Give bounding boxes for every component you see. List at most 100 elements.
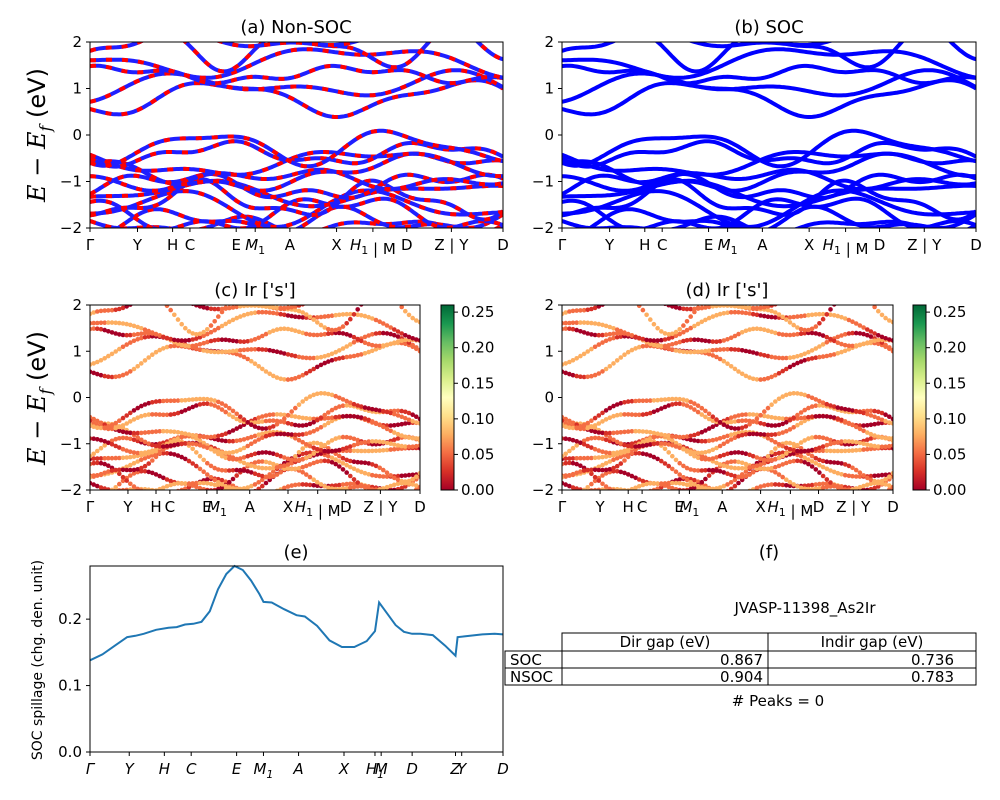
band-point [629,333,635,338]
band-point [729,494,734,499]
band-point [633,334,638,340]
band-point [743,465,749,471]
band-point [857,474,863,479]
band-point [340,461,346,466]
band-point [872,421,877,427]
band-point [311,445,317,451]
band-point [399,494,404,499]
band-point [256,494,261,499]
band-point [373,331,379,336]
band-point [242,490,247,495]
band-point [828,414,833,420]
band-point [91,420,96,426]
band-point [574,295,579,300]
table-col-indir-gap: Indir gap (eV) [821,633,924,651]
band-point [802,392,807,398]
band-point [784,392,789,398]
band-point [604,298,609,303]
band-point [717,436,723,441]
band-point [655,486,660,490]
band-point [574,486,579,490]
band-point [340,312,346,317]
band-point [197,347,203,353]
band-point [241,354,247,360]
band-point [417,319,420,325]
band-point [282,485,287,490]
band-point [113,331,118,336]
band-point [355,312,361,318]
band-point [333,327,339,333]
band-point [399,421,405,427]
band-point [868,334,874,339]
band-point [234,438,239,444]
band-point [728,305,734,309]
band-point [842,419,848,424]
band-point [861,423,866,428]
band-point [629,347,635,353]
band-point [212,306,217,312]
band-point [644,452,649,457]
band-point [150,453,155,458]
band-point [410,435,416,441]
table-col-dir-gap: Dir gap (eV) [620,633,711,651]
band-point [699,412,705,417]
band-point [252,451,258,457]
band-point [765,307,771,313]
band-point [260,419,265,424]
band-point [732,473,738,479]
band-point [296,423,302,428]
band-point [333,436,339,441]
band-point [596,487,602,490]
band-point [795,448,800,454]
band-point [835,334,841,340]
band-point [714,347,719,353]
band-point [824,436,830,442]
band-point [395,446,401,452]
band-point [670,438,675,443]
band-point [190,343,195,349]
band-point [728,415,734,421]
band-point [139,326,144,331]
band-point [876,409,881,415]
xtick-label: A [717,498,728,516]
band-point [787,315,793,320]
band-point [245,443,250,449]
band-point [208,481,214,487]
band-point [234,351,239,357]
band-point [673,305,679,310]
band-point [256,480,262,485]
band-point [318,458,324,464]
band-point [234,315,239,321]
band-point [161,412,166,418]
band-point [592,429,598,435]
band-point [799,294,804,299]
band-point [670,331,675,337]
band-point [670,396,675,402]
band-point [890,421,893,426]
band-point [670,485,675,490]
band-point [662,441,668,447]
band-point [154,295,159,300]
band-point [102,373,107,379]
band-point [787,427,793,432]
band-point [699,450,705,456]
band-point [581,438,587,444]
xtick-label: E [704,236,713,254]
band-point [326,454,331,459]
band-point [263,305,269,309]
band-point [131,450,137,455]
band-point [806,393,811,399]
band-point [681,306,686,312]
band-point [190,397,195,402]
band-point [798,440,804,445]
band-point [739,412,745,418]
band-point [406,410,412,416]
band-point [143,295,148,300]
band-point [607,331,613,337]
band-point [285,462,291,467]
band-point [95,437,100,442]
band-point [205,445,210,451]
band-point [596,448,602,453]
band-point [296,314,302,320]
band-point [736,430,741,436]
